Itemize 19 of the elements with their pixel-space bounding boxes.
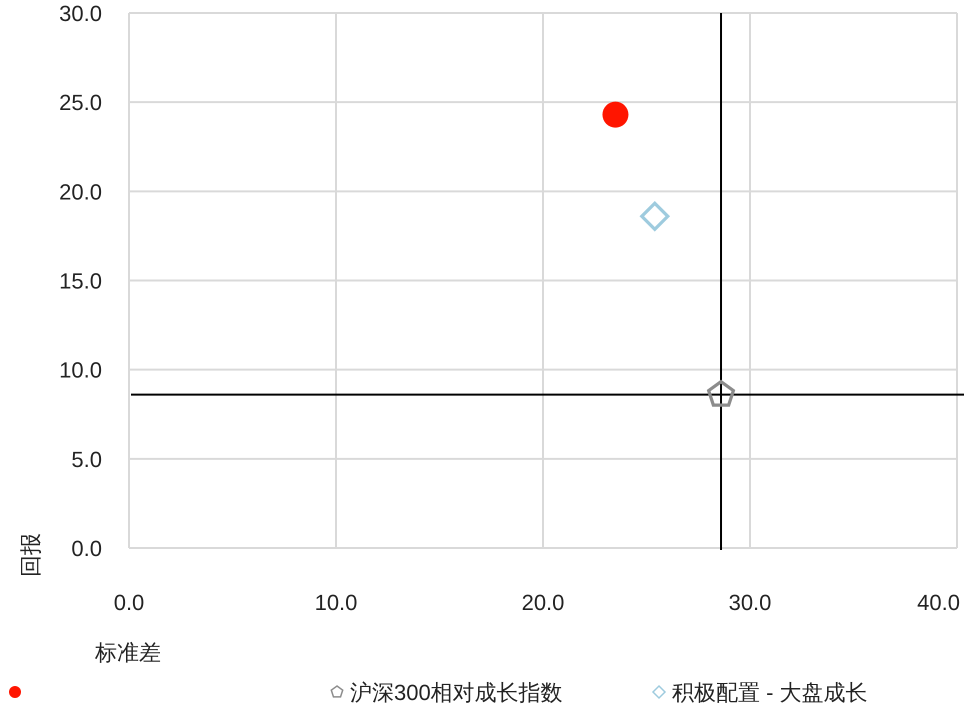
y-tick-label: 15.0 [59,268,102,294]
x-tick-label: 0.0 [114,590,144,615]
y-tick-label: 30.0 [59,1,102,26]
y-tick-label: 0.0 [71,536,102,561]
x-tick-label: 20.0 [522,590,564,615]
y-tick-label: 10.0 [59,358,102,383]
y-tick-label: 5.0 [71,446,102,472]
y-axis-title: 回报 [18,533,43,577]
x-tick-label: 30.0 [728,590,772,615]
legend-label: 沪深300相对成长指数 [350,680,563,705]
point [602,102,628,128]
point [707,380,736,407]
x-tick-label: 40.0 [917,590,960,615]
legend-label: 积极配置 - 大盘成长 [672,680,868,705]
y-tick-label: 25.0 [59,90,102,116]
x-axis-title: 标准差 [94,640,161,665]
x-tick-label: 10.0 [314,590,358,615]
y-tick-label: 20.0 [59,179,102,204]
point [640,202,670,231]
